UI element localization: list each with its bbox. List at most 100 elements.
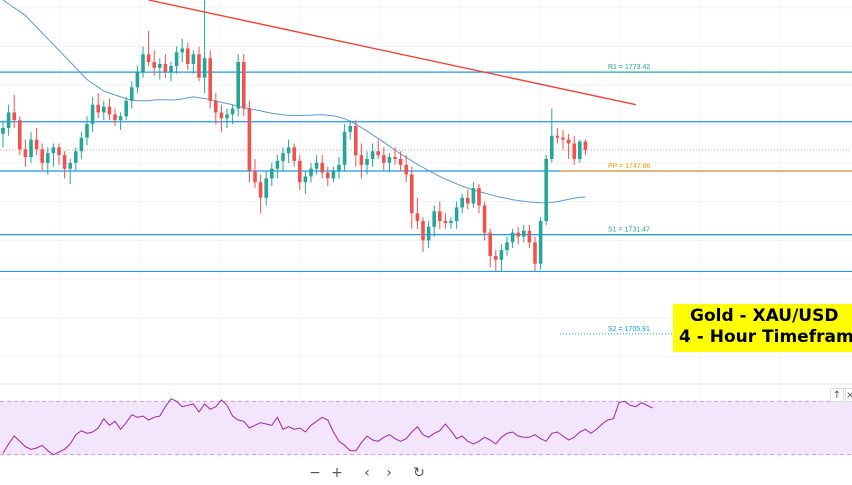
candle-body [214, 100, 218, 113]
candle-body [449, 221, 453, 223]
title-instrument: Gold - XAU/USD [690, 306, 839, 326]
candle-body [550, 135, 554, 159]
scroll-right-button[interactable]: › [379, 463, 399, 483]
candle-body [544, 158, 548, 222]
rsi-pane [0, 400, 852, 456]
close-icon: × [846, 390, 852, 401]
candle-body [460, 197, 464, 208]
candle-body [488, 232, 492, 256]
title-timeframe: 4 - Hour Timeframe [679, 327, 852, 347]
candle-body [533, 242, 537, 264]
candle-body [286, 147, 291, 154]
candle-body [421, 221, 425, 241]
minus-icon: − [309, 465, 321, 481]
pivot-label-r1: R1 = 1773.42 [608, 64, 650, 71]
candle-body [432, 211, 436, 227]
scroll-left-button[interactable]: ‹ [357, 463, 377, 483]
candle-body [555, 135, 560, 138]
candle-body [163, 63, 168, 72]
candle-body [135, 71, 140, 88]
candle-body [79, 137, 84, 152]
candle-body [253, 170, 257, 183]
rsi-line [2, 398, 653, 456]
candle-body [146, 54, 151, 63]
ma-line [2, 0, 586, 204]
candle-body [309, 168, 313, 177]
trend-line[interactable] [148, 0, 636, 106]
candle-body [561, 137, 565, 140]
candle-body [387, 157, 392, 163]
chevron-left-icon: ‹ [364, 465, 370, 481]
candle-body [482, 205, 487, 233]
arrow-up-icon: ↑ [832, 390, 842, 401]
candle-body [258, 182, 263, 198]
candle-body [494, 255, 498, 260]
candle-body [230, 108, 235, 115]
candles [1, 0, 588, 272]
candle-body [376, 151, 380, 156]
candle-body [141, 54, 145, 72]
candle-body [270, 168, 274, 179]
candle-body [477, 188, 481, 206]
candle-body [107, 106, 112, 115]
candle-body [298, 160, 302, 183]
candle-body [236, 62, 240, 109]
candle-body [74, 151, 78, 163]
pivot-levels: R1 = 1773.42 PP = 1747.86 S1 = 1731.47 S2 =… [0, 64, 852, 335]
chevron-right-icon: › [386, 465, 392, 481]
candle-body [152, 62, 156, 68]
pane-close-button[interactable]: × [845, 388, 852, 402]
chart-grid [0, 0, 852, 460]
candle-body [158, 63, 162, 68]
candle-body [242, 62, 246, 109]
candle-body [174, 52, 179, 66]
candle-body [410, 174, 414, 214]
candle-body [130, 87, 134, 101]
candle-body [264, 178, 268, 198]
pivot-label-s1: S1 = 1731.47 [608, 227, 650, 234]
candle-body [516, 232, 520, 237]
candle-body [1, 127, 5, 134]
plus-icon: + [331, 465, 343, 481]
candle-body [281, 153, 285, 161]
candle-body [113, 114, 117, 121]
candle-body [382, 155, 386, 163]
candle-body [454, 207, 459, 222]
zoom-in-button[interactable]: + [327, 463, 347, 483]
candle-body [499, 250, 504, 260]
candle-body [34, 139, 39, 150]
candle-body [583, 141, 588, 151]
candle-body [578, 141, 582, 159]
candle-body [354, 126, 358, 156]
reset-icon: ↻ [413, 465, 425, 481]
candle-body [326, 172, 330, 179]
zoom-out-button[interactable]: − [305, 463, 325, 483]
candle-body [124, 100, 128, 117]
pane-up-button[interactable]: ↑ [830, 388, 844, 402]
candle-body [404, 164, 408, 175]
candle-body [370, 151, 375, 159]
reset-chart-button[interactable]: ↻ [409, 463, 429, 483]
candle-body [359, 155, 364, 165]
candle-body [46, 153, 50, 163]
candle-body [505, 242, 509, 251]
candle-body [23, 149, 28, 158]
candle-body [275, 160, 280, 169]
rsi-band [0, 401, 852, 455]
candle-body [29, 139, 33, 158]
candle-body [566, 139, 571, 144]
candle-body [180, 48, 184, 53]
candle-body [415, 213, 420, 222]
pivot-label-pp: PP = 1747.86 [608, 163, 651, 170]
candle-body [102, 106, 106, 113]
candle-body [342, 131, 347, 165]
rsi-polyline [2, 398, 653, 456]
candle-body [320, 162, 324, 173]
candle-body [426, 226, 431, 241]
candle-body [12, 112, 16, 121]
candle-body [471, 188, 476, 204]
candle-body [398, 158, 403, 165]
candle-body [538, 221, 543, 264]
candle-body [6, 112, 11, 128]
